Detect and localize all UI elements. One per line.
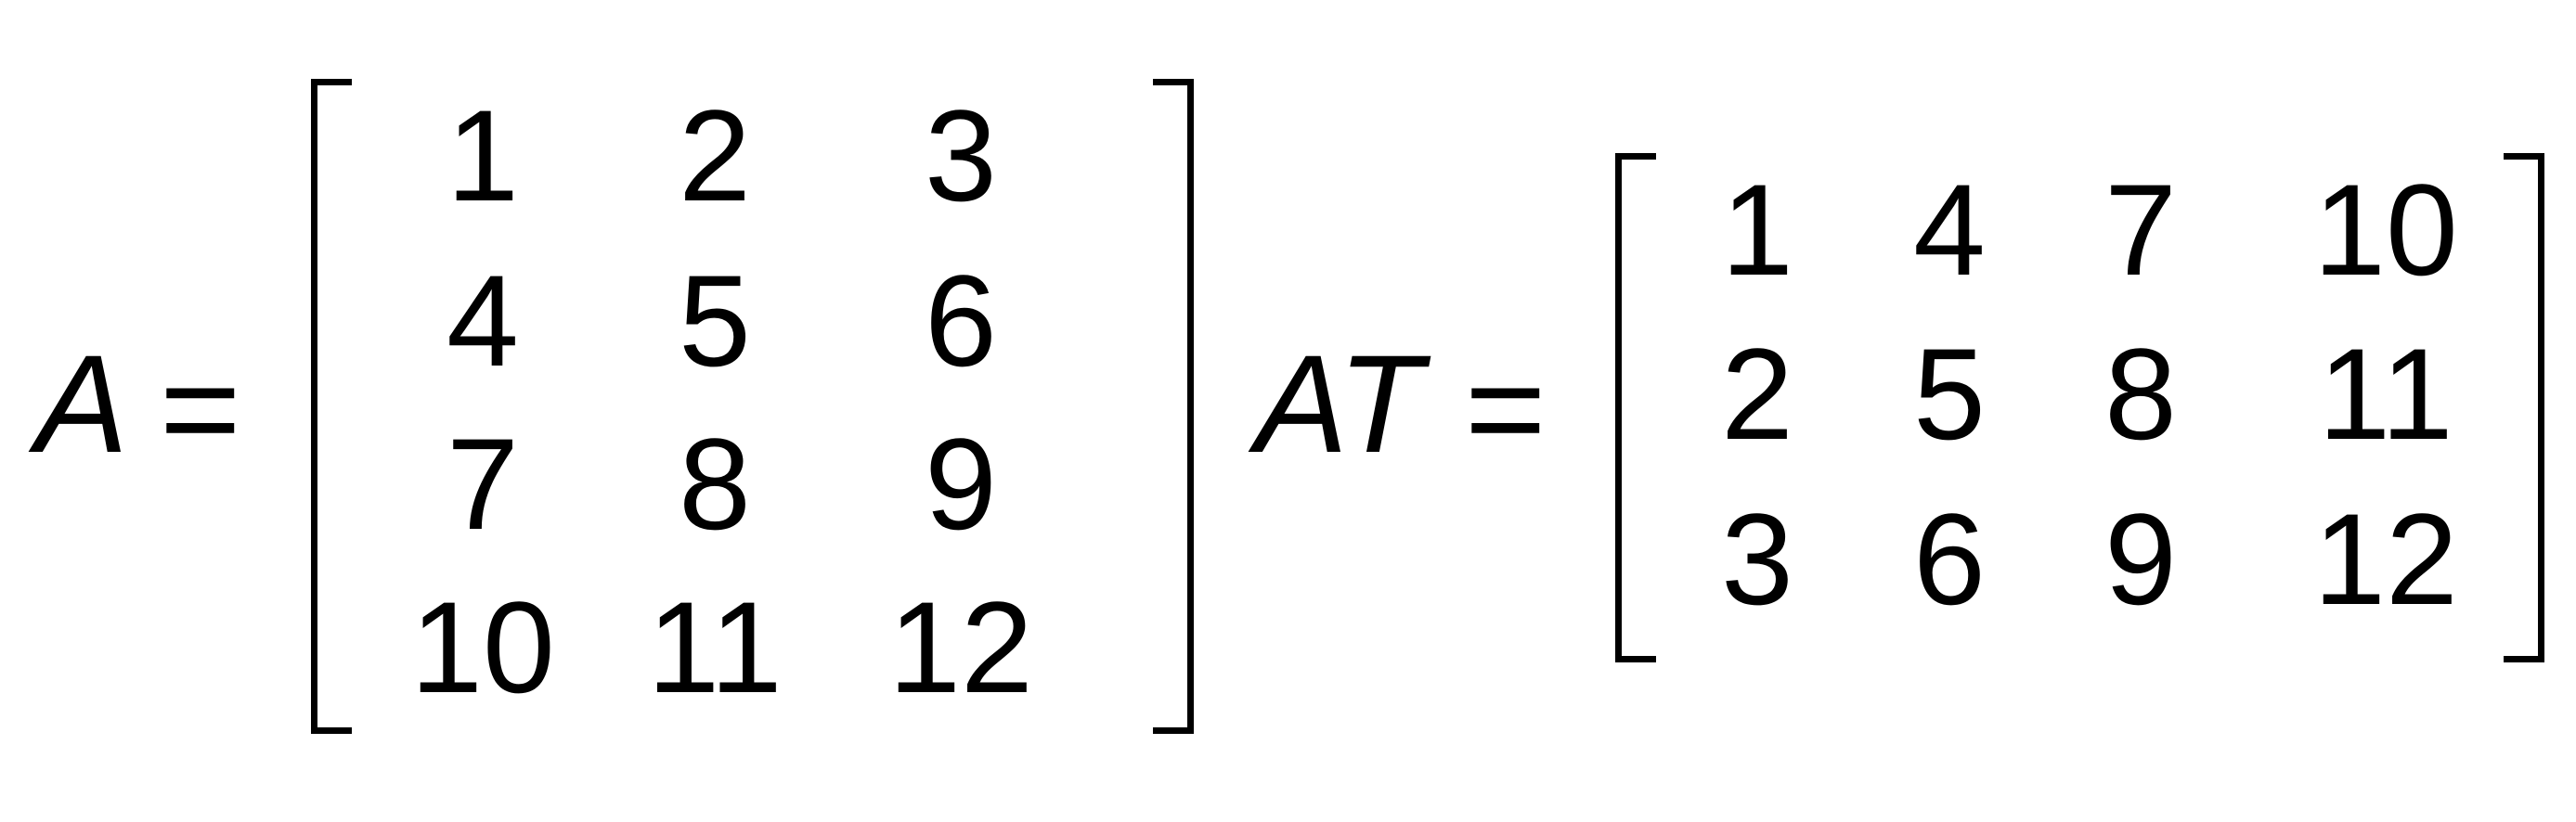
matrix-a-cell-r2-c2: 5 <box>679 248 751 393</box>
matrix-at-cell-r1-c3: 7 <box>2104 157 2177 302</box>
matrix-at-right-bracket <box>2504 153 2544 662</box>
matrix-at-cell-r1-c4: 10 <box>2313 157 2458 302</box>
matrix-a-cell-r3-c1: 7 <box>447 411 519 557</box>
matrix-at-cell-r3-c1: 3 <box>1721 486 1793 632</box>
matrix-at-left-bracket <box>1615 153 1656 662</box>
matrix-a-cell-r4-c3: 12 <box>888 574 1033 720</box>
matrix-a-cell-r3-c2: 8 <box>679 411 751 557</box>
matrix-at-label: AT <box>1255 326 1423 482</box>
matrix-at-cell-r1-c2: 4 <box>1913 157 1986 302</box>
matrix-at-cell-r3-c4: 12 <box>2313 486 2458 632</box>
matrix-at-cell-r2-c3: 8 <box>2104 321 2177 467</box>
matrix-a-cell-r2-c3: 6 <box>925 248 997 393</box>
matrix-a-cell-r1-c2: 2 <box>679 83 751 228</box>
matrix-a-cell-r2-c1: 4 <box>447 248 519 393</box>
equals-sign-1: = <box>160 330 241 486</box>
matrix-a-left-bracket <box>311 79 352 734</box>
matrix-at-cell-r2-c1: 2 <box>1721 321 1793 467</box>
matrix-at-cell-r1-c1: 1 <box>1721 157 1793 302</box>
matrix-at-cell-r2-c2: 5 <box>1913 321 1986 467</box>
matrix-at-cell-r3-c2: 6 <box>1913 486 1986 632</box>
matrix-at-cell-r2-c4: 11 <box>2318 321 2453 467</box>
matrix-a-right-bracket <box>1153 79 1194 734</box>
equals-sign-2: = <box>1465 330 1547 486</box>
matrix-a-cell-r4-c2: 11 <box>647 574 783 720</box>
matrix-a-cell-r3-c3: 9 <box>925 411 997 557</box>
matrix-a-label: A <box>35 326 129 482</box>
matrix-a-cell-r1-c1: 1 <box>447 83 519 228</box>
matrix-a-cell-r1-c3: 3 <box>925 83 997 228</box>
matrix-a-cell-r4-c1: 10 <box>410 574 555 720</box>
matrix-at-cell-r3-c3: 9 <box>2104 486 2177 632</box>
